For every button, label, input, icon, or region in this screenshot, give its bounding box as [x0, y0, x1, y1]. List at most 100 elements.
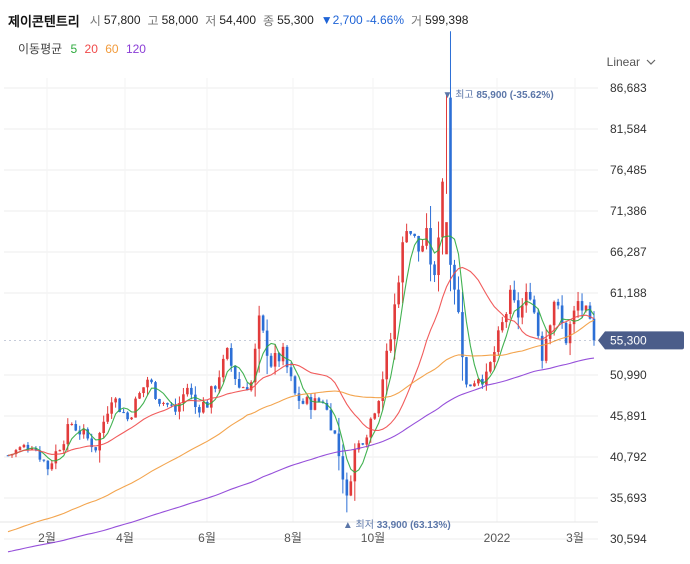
- ma-20-label: 20: [84, 42, 98, 56]
- current-price-tag: [598, 331, 684, 350]
- candle-body: [564, 322, 568, 344]
- candle-body: [289, 367, 293, 377]
- candle-body: [237, 379, 241, 388]
- candle-body: [106, 413, 109, 422]
- close-label: 종: [263, 13, 275, 28]
- candle-body: [225, 348, 229, 359]
- candle-body: [369, 418, 373, 438]
- candle-body: [162, 402, 165, 404]
- candle-body: [241, 387, 245, 389]
- ma-120-label: 120: [125, 42, 146, 56]
- candle-body: [544, 338, 548, 361]
- candle-body: [576, 301, 580, 311]
- candle-body: [329, 409, 333, 431]
- scale-dropdown[interactable]: Linear: [607, 55, 656, 69]
- candle-body: [110, 402, 113, 414]
- candle-body: [469, 384, 472, 387]
- candle-body: [473, 383, 476, 387]
- candle-body: [365, 437, 369, 445]
- open-label: 시: [89, 13, 101, 28]
- candle-body: [198, 407, 201, 413]
- candle-body: [489, 362, 492, 372]
- candle-body: [325, 402, 329, 410]
- candle-body: [273, 353, 277, 367]
- candle-body: [98, 432, 101, 451]
- candle-body: [229, 348, 233, 366]
- volume-value: 599,398: [425, 13, 469, 27]
- y-tick-label: 50,990: [610, 368, 647, 382]
- candle-body: [497, 330, 500, 353]
- low-label: 저: [205, 13, 217, 28]
- candle-body: [118, 398, 121, 413]
- candle-body: [253, 348, 257, 383]
- candle-body: [301, 400, 305, 404]
- candle-body: [477, 378, 480, 384]
- candle-body: [126, 412, 129, 420]
- candle-body: [186, 387, 189, 395]
- candle-body: [134, 398, 137, 418]
- candle-body: [42, 459, 46, 461]
- candle-body: [453, 264, 456, 290]
- candle-body: [285, 346, 289, 368]
- x-tick-label: 10월: [361, 531, 385, 545]
- open-value: 57,800: [103, 13, 141, 27]
- candle-body: [461, 312, 464, 358]
- candle-body: [74, 424, 78, 431]
- candle-body: [210, 386, 213, 408]
- candle-body: [269, 355, 273, 367]
- x-tick-label: 2월: [38, 531, 56, 545]
- ma-60-line: [7, 319, 595, 533]
- candle-body: [465, 357, 468, 385]
- candle-body: [90, 438, 94, 448]
- candle-body: [174, 405, 177, 412]
- candle-body: [18, 447, 22, 451]
- candle-body: [178, 403, 181, 412]
- candle-body: [409, 231, 412, 234]
- moving-average-legend[interactable]: 이동평균 5 20 60 120: [18, 40, 150, 57]
- candle-body: [524, 291, 528, 306]
- x-tick-label: 4월: [116, 531, 134, 545]
- candle-body: [457, 289, 460, 313]
- y-tick-label: 45,891: [610, 409, 647, 423]
- candle-body: [82, 429, 86, 435]
- y-tick-label: 66,287: [610, 245, 647, 259]
- candle-body: [154, 382, 157, 399]
- candle-body: [261, 315, 265, 331]
- low-value: 54,400: [219, 13, 257, 27]
- candle-body: [130, 417, 133, 420]
- candle-body: [34, 448, 38, 451]
- high-annotation: ▼ 최고 85,900 (-35.62%): [443, 86, 554, 101]
- candle-body: [540, 335, 544, 361]
- candle-body: [536, 312, 540, 336]
- candle-body: [373, 413, 377, 419]
- candle-body: [548, 325, 552, 339]
- candle-body: [150, 379, 153, 383]
- scale-label: Linear: [606, 55, 640, 69]
- candle-body: [213, 386, 217, 389]
- candle-body: [381, 379, 385, 402]
- volume-label: 거: [411, 13, 423, 28]
- candle-body: [485, 371, 488, 385]
- candle-body: [437, 237, 440, 276]
- candle-body: [421, 245, 424, 252]
- high-annotation-prefix: 최고: [455, 90, 474, 102]
- candle-body: [114, 398, 117, 403]
- candle-body: [528, 291, 532, 300]
- candle-body: [520, 305, 524, 318]
- candle-body: [345, 479, 349, 496]
- candle-body: [142, 387, 145, 394]
- low-annotation-pct: (63.13%): [410, 520, 451, 532]
- candle-body: [58, 450, 62, 452]
- candle-body: [14, 450, 18, 455]
- candle-body: [158, 398, 161, 404]
- high-annotation-value: 85,900: [476, 90, 507, 102]
- candle-body: [94, 447, 98, 451]
- ma-120-line: [7, 357, 595, 553]
- candle-body: [38, 450, 42, 460]
- candle-body: [66, 424, 70, 445]
- candle-body: [257, 315, 261, 349]
- candle-body: [6, 455, 10, 457]
- stock-summary: 제이콘텐트리 시 57,800 고 58,000 저 54,400 종 55,3…: [8, 10, 475, 30]
- candle-body: [297, 393, 301, 401]
